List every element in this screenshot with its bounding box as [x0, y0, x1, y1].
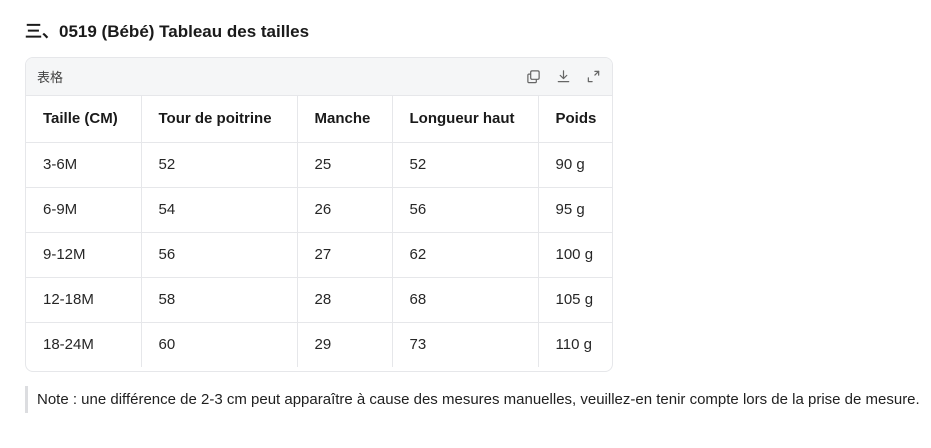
note-blockquote: Note : une différence de 2-3 cm peut app… — [25, 386, 925, 413]
table-row: 9-12M 56 27 62 100 g — [26, 232, 612, 278]
cell-chest: 60 — [141, 322, 298, 367]
cell-top-length: 62 — [392, 232, 539, 278]
note-text: Note : une différence de 2-3 cm peut app… — [37, 391, 920, 408]
cell-top-length: 68 — [392, 277, 539, 323]
cell-sleeve: 28 — [297, 277, 393, 323]
header-weight: Poids — [538, 96, 612, 143]
cell-chest: 56 — [141, 232, 298, 278]
table-row: 12-18M 58 28 68 105 g — [26, 277, 612, 323]
table-card-tools — [524, 68, 602, 86]
cell-size: 9-12M — [26, 232, 142, 278]
cell-chest: 52 — [141, 142, 298, 188]
cell-weight: 100 g — [538, 232, 612, 278]
table-card-header: 表格 — [26, 58, 612, 96]
cell-weight: 110 g — [555, 336, 592, 354]
table-row: 3-6M 52 25 52 90 g — [26, 142, 612, 188]
header-top-length: Longueur haut — [392, 96, 539, 143]
table-card-label: 表格 — [37, 71, 64, 86]
cell-sleeve: 26 — [297, 187, 393, 233]
cell-weight: 105 g — [538, 277, 612, 323]
section-title: 三、0519 (Bébé) Tableau des tailles — [25, 22, 310, 41]
cell-chest: 54 — [141, 187, 298, 233]
cell-sleeve: 27 — [297, 232, 393, 278]
cell-weight: 95 g — [538, 187, 612, 233]
header-size: Taille (CM) — [26, 96, 142, 143]
cell-top-length: 73 — [392, 322, 539, 367]
cell-top-length: 52 — [392, 142, 539, 188]
table-header-row: Taille (CM) Tour de poitrine Manche Long… — [26, 96, 612, 143]
cell-size: 12-18M — [26, 277, 142, 323]
cell-top-length: 56 — [392, 187, 539, 233]
table-card: 表格 — [25, 57, 613, 372]
copy-icon[interactable] — [524, 68, 542, 86]
cell-weight: 90 g — [538, 142, 612, 188]
cell-size: 3-6M — [26, 142, 142, 188]
size-table: Taille (CM) Tour de poitrine Manche Long… — [26, 96, 612, 367]
cell-size: 6-9M — [26, 187, 142, 233]
cell-chest: 58 — [141, 277, 298, 323]
cell-sleeve: 25 — [297, 142, 393, 188]
cell-size: 18-24M — [26, 322, 142, 367]
download-icon[interactable] — [554, 68, 572, 86]
table-row: 6-9M 54 26 56 95 g — [26, 187, 612, 233]
expand-icon[interactable] — [584, 68, 602, 86]
header-chest: Tour de poitrine — [141, 96, 298, 143]
table-row: 18-24M 60 29 73 110 g — [26, 322, 612, 367]
header-sleeve: Manche — [297, 96, 393, 143]
cell-sleeve: 29 — [297, 322, 393, 367]
